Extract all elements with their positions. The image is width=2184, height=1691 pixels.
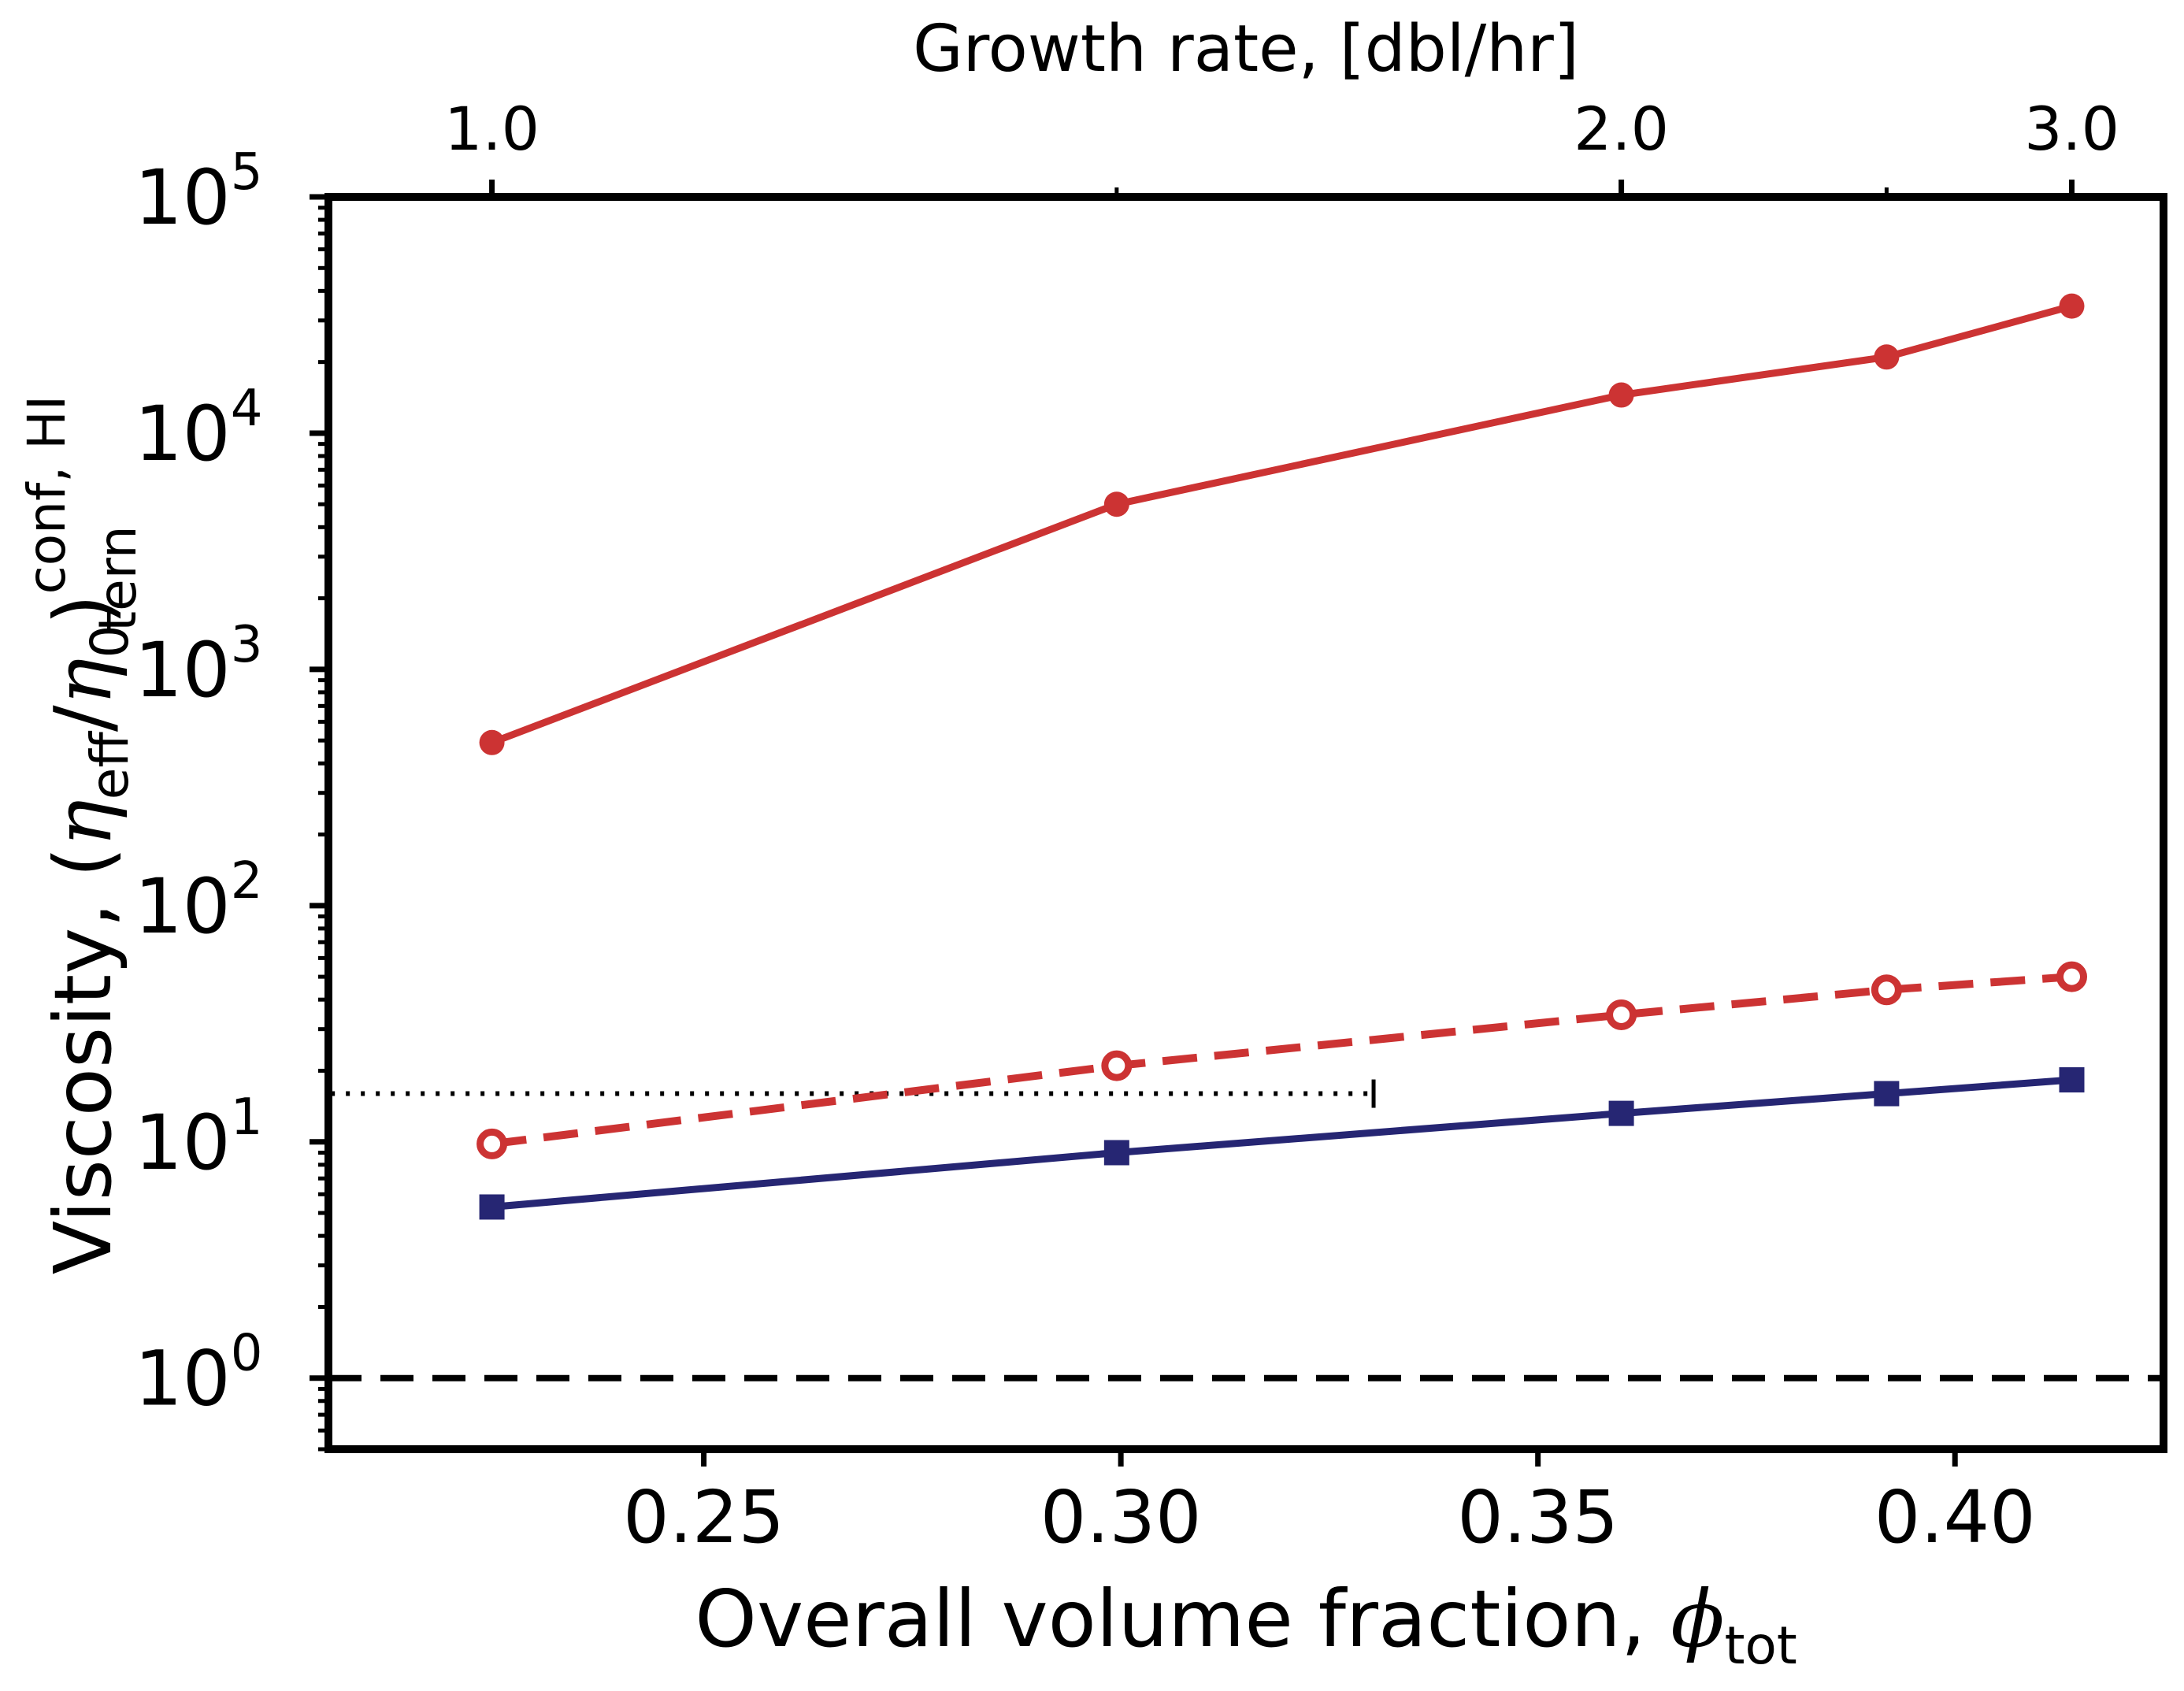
x-tick-label: 0.40 [1874,1475,2036,1559]
data-point [2056,961,2087,992]
data-point [1871,974,1902,1006]
data-point [2059,293,2085,319]
data-series [476,293,2087,1220]
plot-frame [324,193,2167,1453]
axis-ticks [310,180,2075,1467]
y-tick-label: 105 [135,143,263,242]
reference-lines [328,1079,2164,1381]
data-point [476,1128,508,1159]
x-tick-label: 0.25 [623,1475,784,1559]
x-tick-label: 0.35 [1457,1475,1619,1559]
data-point [1874,344,1900,370]
y-tick-label: 100 [135,1325,263,1423]
x-tick-label: 0.30 [1040,1475,1202,1559]
y-tick-label: 104 [135,380,263,478]
data-point [1874,1081,1900,1107]
data-point [1103,1140,1129,1166]
y-axis-title: Viscosity, (ηeff/η0)conf, HI tern [17,395,148,1275]
top-axis-title: Growth rate, [dbl/hr] [913,12,1579,87]
top-tick-label: 2.0 [1574,94,1669,164]
data-point [1606,999,1637,1030]
data-point [1608,1100,1634,1126]
data-point [479,729,505,755]
data-point [1103,491,1129,517]
data-point [1101,1050,1133,1081]
y-tick-label: 101 [135,1088,263,1187]
data-point [1608,382,1634,408]
top-tick-label: 1.0 [444,94,540,164]
y-tick-label: 103 [135,616,263,714]
x-axis-title: Overall volume fraction, ϕtot [695,1573,1797,1676]
data-point [2059,1067,2085,1093]
series-line-2 [491,973,2072,1148]
data-point [479,1194,505,1220]
top-tick-label: 3.0 [2024,94,2119,164]
y-tick-label: 102 [135,852,263,951]
tick-labels: 0.25 0.30 0.35 0.40 1.0 2.0 3.0 100 101 102 103 104… [135,94,2119,1559]
